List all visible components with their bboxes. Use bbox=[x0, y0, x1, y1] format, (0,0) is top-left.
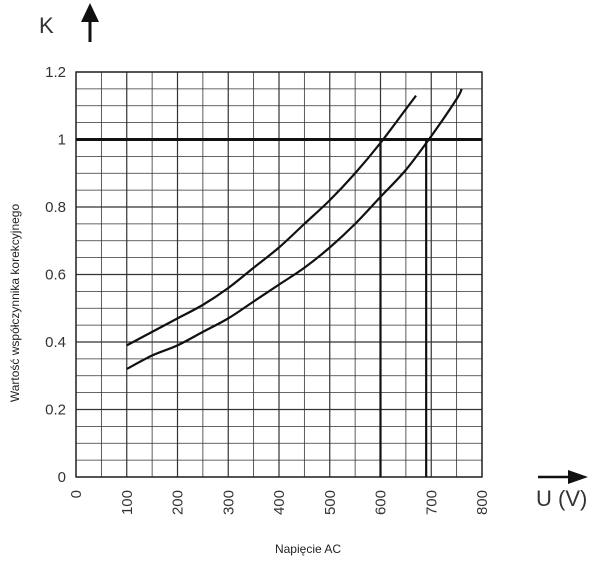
y-axis-arrow bbox=[81, 3, 99, 42]
plot-frame bbox=[75, 71, 483, 478]
y-tick-label: 0.2 bbox=[45, 402, 66, 419]
x-axis-label: Napięcie AC bbox=[275, 542, 341, 556]
y-axis-symbol: K bbox=[39, 13, 54, 38]
y-tick-label: 1 bbox=[58, 132, 66, 149]
x-tick-labels: 0 100 200 300 400 500 600 700 800 bbox=[68, 490, 491, 515]
x-axis-symbol: U (V) bbox=[536, 486, 587, 511]
y-tick-labels: 0 0.2 0.4 0.6 0.8 1 1.2 bbox=[45, 64, 66, 486]
y-tick-label: 0.4 bbox=[45, 334, 66, 351]
x-tick-label: 0 bbox=[68, 490, 85, 498]
series-line-2 bbox=[126, 88, 463, 370]
series-line-1 bbox=[126, 94, 417, 347]
x-tick-label: 700 bbox=[423, 490, 440, 515]
x-tick-label: 400 bbox=[271, 490, 288, 515]
y-tick-label: 0 bbox=[58, 469, 66, 486]
x-axis-arrow bbox=[538, 470, 588, 484]
y-tick-label: 0.8 bbox=[45, 199, 66, 216]
chart-series bbox=[126, 88, 463, 370]
x-tick-label: 100 bbox=[119, 490, 136, 515]
x-tick-label: 200 bbox=[170, 490, 187, 515]
y-axis-label: Wartość współczynnika korekcyjnego bbox=[8, 204, 22, 403]
x-tick-label: 800 bbox=[474, 490, 491, 515]
y-tick-label: 1.2 bbox=[45, 64, 66, 81]
x-tick-label: 300 bbox=[220, 490, 237, 515]
x-tick-label: 600 bbox=[373, 490, 390, 515]
x-tick-label: 500 bbox=[322, 490, 339, 515]
y-tick-label: 0.6 bbox=[45, 267, 66, 284]
chart-grid bbox=[75, 71, 483, 478]
